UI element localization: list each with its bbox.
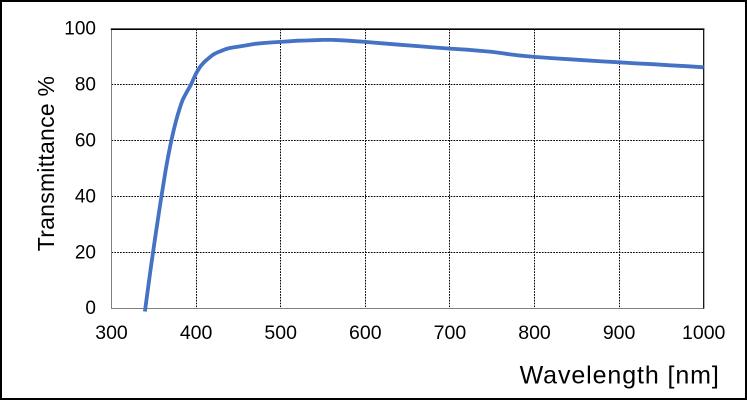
- svg-text:400: 400: [180, 322, 213, 344]
- svg-text:500: 500: [264, 322, 297, 344]
- svg-text:Transmittance %: Transmittance %: [33, 76, 59, 251]
- svg-text:900: 900: [603, 322, 636, 344]
- svg-text:800: 800: [518, 322, 551, 344]
- svg-text:1000: 1000: [682, 322, 726, 344]
- svg-text:300: 300: [95, 322, 128, 344]
- svg-text:Wavelength [nm]: Wavelength [nm]: [520, 362, 720, 390]
- svg-text:100: 100: [64, 19, 96, 40]
- svg-text:80: 80: [75, 75, 96, 96]
- svg-text:40: 40: [75, 186, 96, 207]
- svg-text:0: 0: [85, 298, 96, 319]
- svg-text:60: 60: [75, 131, 96, 152]
- svg-text:20: 20: [75, 242, 96, 263]
- svg-text:600: 600: [349, 322, 382, 344]
- svg-text:700: 700: [434, 322, 467, 344]
